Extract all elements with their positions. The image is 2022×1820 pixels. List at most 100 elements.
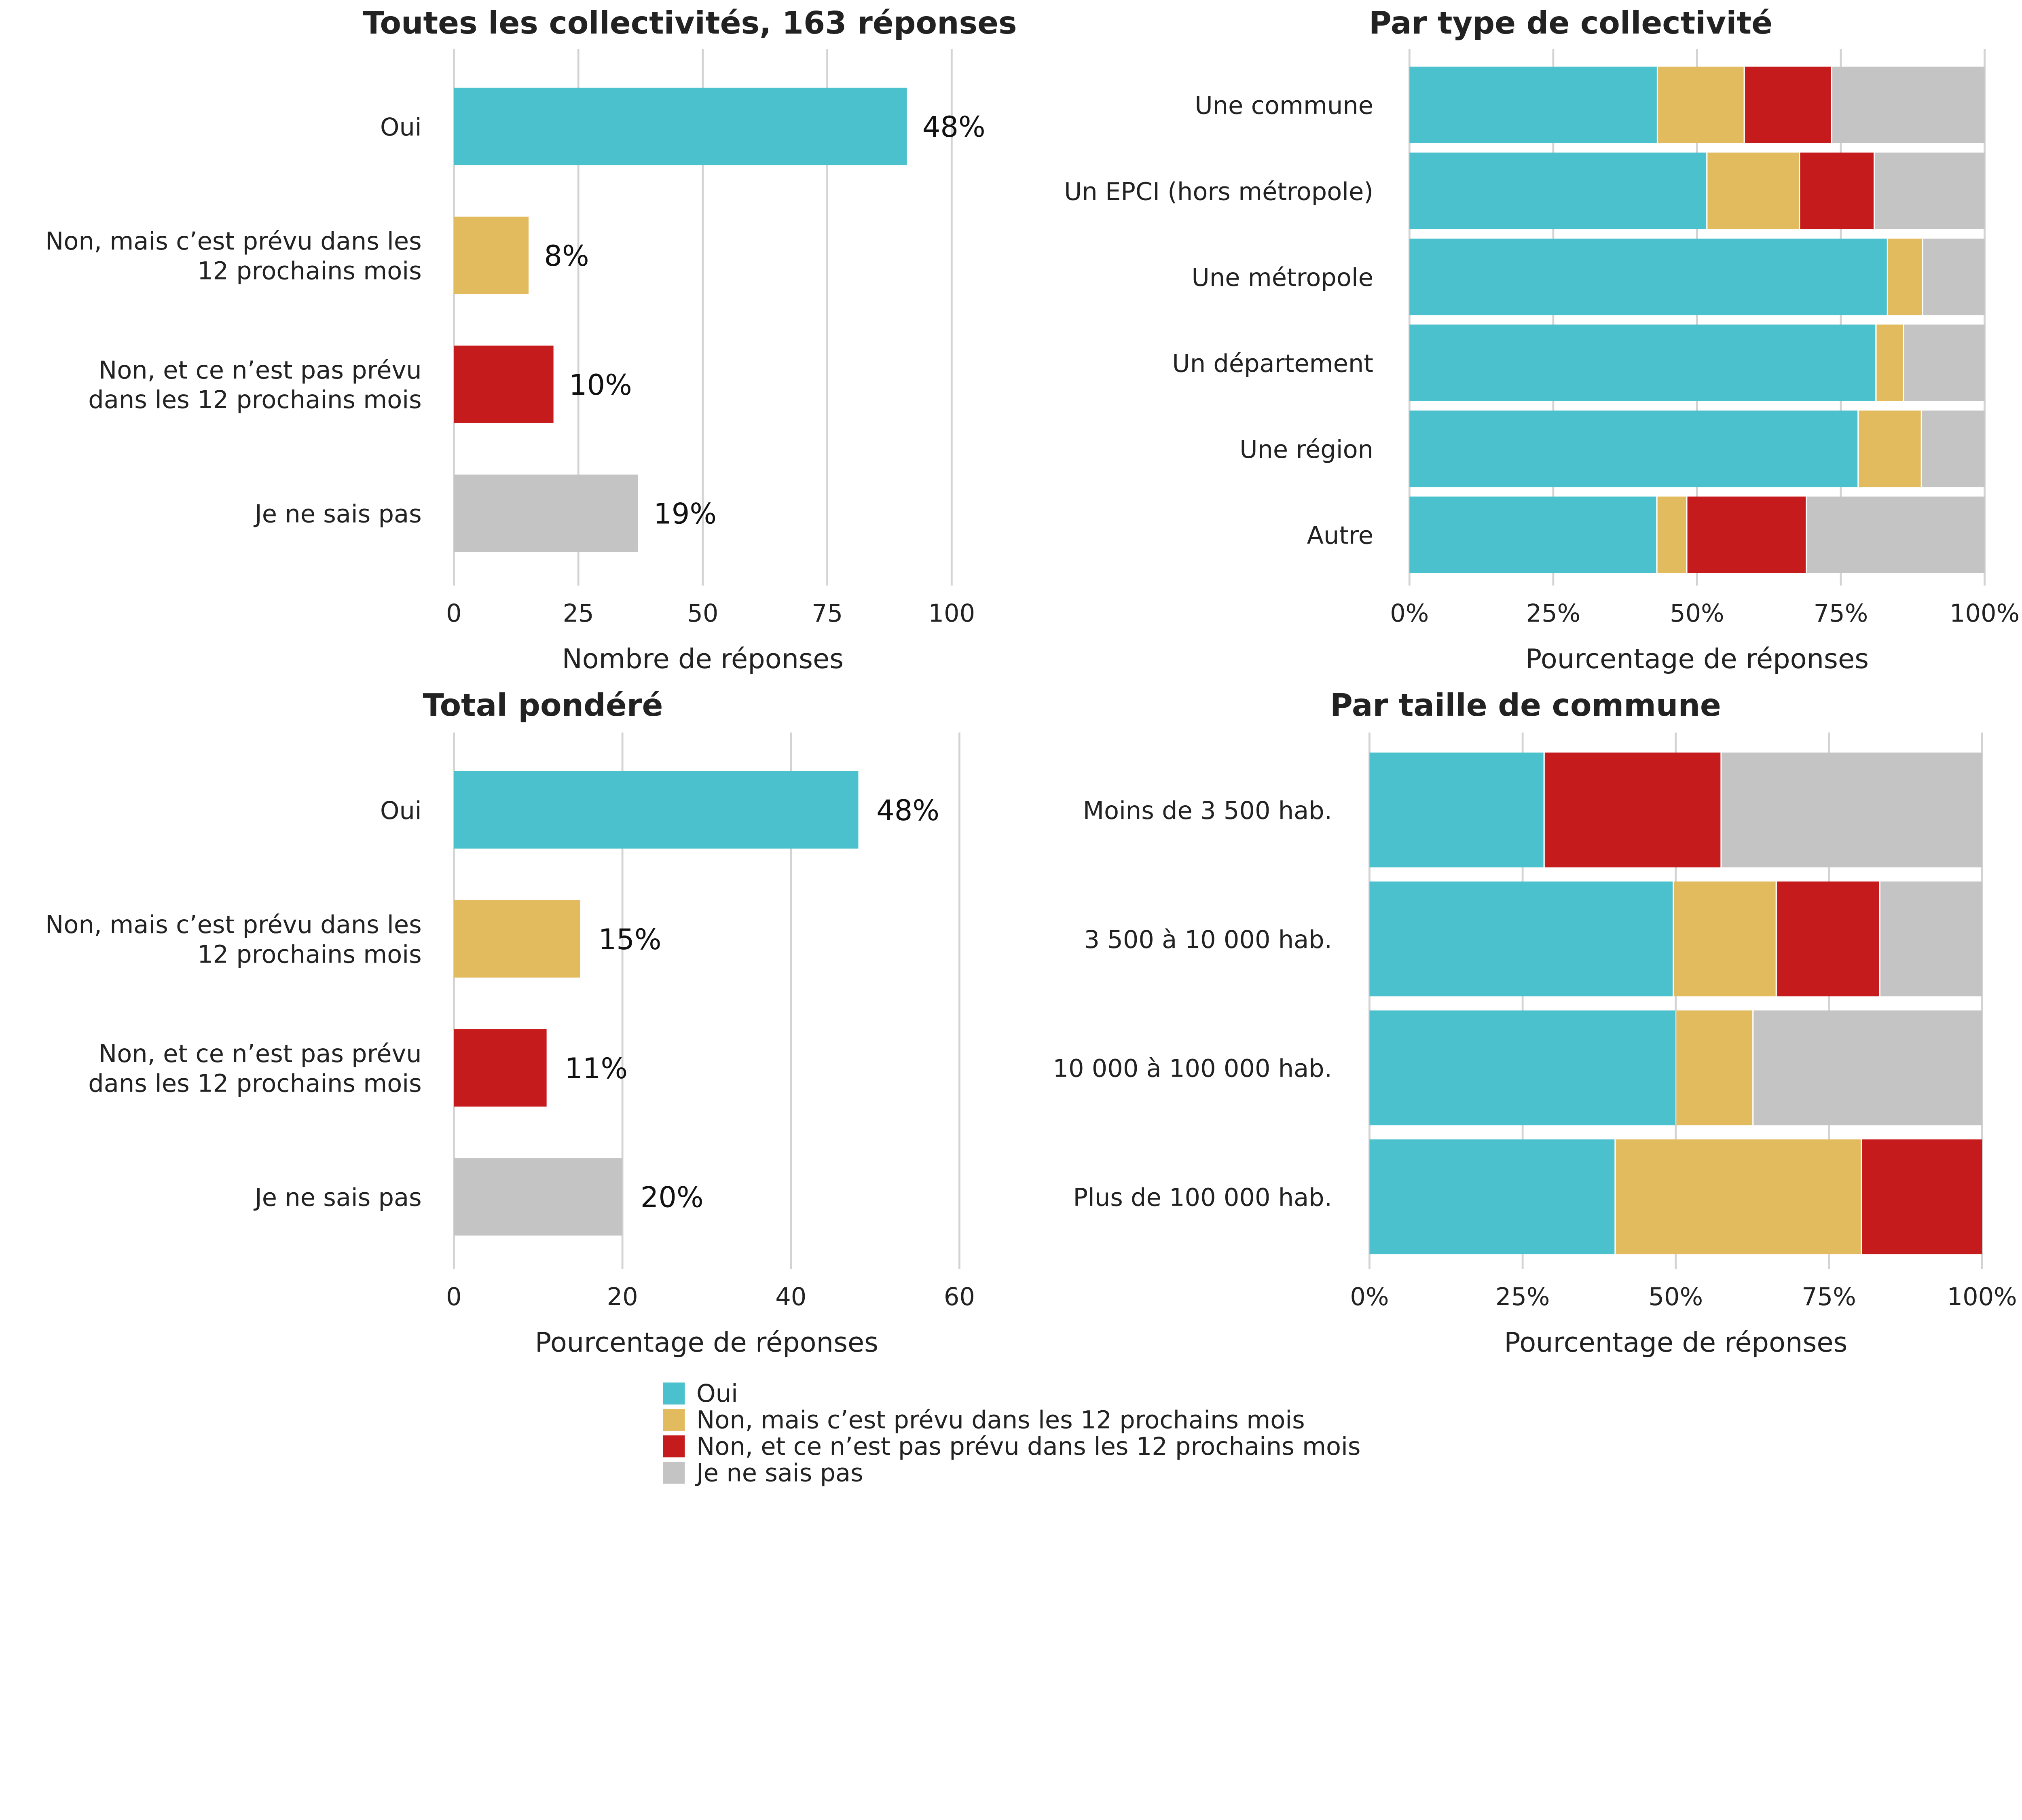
x-tick-label: 75% <box>1802 1283 1856 1311</box>
category-label: Autre <box>1307 522 1373 550</box>
category-label: Non, et ce n’est pas prévu <box>99 1040 422 1068</box>
legend-swatch <box>663 1462 685 1484</box>
category-label: Une région <box>1239 436 1373 464</box>
bar <box>454 900 580 978</box>
x-tick-label: 25% <box>1495 1283 1550 1311</box>
bar-segment <box>1800 152 1874 229</box>
data-label: 8% <box>544 239 589 273</box>
chart-title: Total pondéré <box>423 688 663 724</box>
bar-segment <box>1369 881 1673 997</box>
legend-label: Oui <box>696 1380 738 1408</box>
chart-title: Par type de collectivité <box>1369 5 1772 41</box>
legend-label: Non, et ce n’est pas prévu dans les 12 p… <box>696 1433 1361 1461</box>
bar-segment <box>1676 1010 1753 1126</box>
x-axis-label: Pourcentage de réponses <box>1504 1327 1847 1358</box>
x-tick-label: 60 <box>944 1283 975 1311</box>
bar-segment <box>1862 1139 1982 1255</box>
x-tick-label: 75 <box>812 599 843 628</box>
x-tick-label: 50% <box>1648 1283 1703 1311</box>
bar-segment <box>1922 411 1985 487</box>
bar-segment <box>1657 496 1686 573</box>
legend-label: Non, mais c’est prévu dans les 12 procha… <box>696 1406 1305 1435</box>
bar-segment <box>1674 881 1776 997</box>
x-tick-label: 25 <box>563 599 594 628</box>
category-label: 3 500 à 10 000 hab. <box>1084 926 1332 954</box>
bar-segment <box>1876 324 1903 401</box>
x-axis-label: Pourcentage de réponses <box>535 1327 878 1358</box>
bar-segment <box>1923 238 1985 315</box>
bar-segment <box>1409 496 1656 573</box>
legend-swatch <box>663 1382 685 1405</box>
bar-segment <box>1409 238 1887 315</box>
chart-panel-3: Par taille de commune 0% 25% 50% 75% 100% Pour… <box>1053 688 2017 1358</box>
bar <box>454 1158 623 1236</box>
bar-segment <box>1875 152 1985 229</box>
x-tick-label: 25% <box>1526 599 1581 628</box>
bar-segment <box>1807 496 1985 573</box>
category-label: 12 prochains mois <box>197 257 422 285</box>
bar-segment <box>1616 1139 1861 1255</box>
bar <box>454 216 529 294</box>
x-tick-label: 50 <box>687 599 718 628</box>
chart-title: Par taille de commune <box>1330 688 1721 724</box>
category-label: Je ne sais pas <box>253 500 422 528</box>
bar-segment <box>1658 66 1744 143</box>
chart-panel-0: Toutes les collectivités, 163 réponses 0 2… <box>45 5 1017 675</box>
category-label: Une métropole <box>1191 264 1373 292</box>
category-label: Oui <box>380 797 422 825</box>
bar-segment <box>1544 752 1721 868</box>
data-label: 20% <box>641 1181 704 1214</box>
data-label: 48% <box>922 110 986 144</box>
bar-segment <box>1859 411 1921 487</box>
x-axis-label: Pourcentage de réponses <box>1525 643 1869 675</box>
category-label: Une commune <box>1195 92 1373 120</box>
category-label: Non, mais c’est prévu dans les <box>45 227 422 256</box>
category-label: Je ne sais pas <box>253 1184 422 1212</box>
legend-swatch <box>663 1409 685 1431</box>
category-label: Plus de 100 000 hab. <box>1073 1184 1332 1212</box>
data-label: 19% <box>654 497 717 531</box>
bar-segment <box>1409 324 1876 401</box>
category-label: 10 000 à 100 000 hab. <box>1053 1055 1332 1083</box>
x-axis-label: Nombre de réponses <box>562 643 844 675</box>
data-label: 15% <box>599 923 662 956</box>
bar-segment <box>1369 752 1544 868</box>
bar-segment <box>1832 66 1985 143</box>
x-tick-label: 0 <box>446 1283 462 1311</box>
chart-panel-1: Par type de collectivité 0% 25% 50% 75% 100% P… <box>1064 5 2020 675</box>
data-label: 48% <box>876 794 939 827</box>
bar-segment <box>1409 66 1657 143</box>
category-label: Non, mais c’est prévu dans les <box>45 911 422 939</box>
bar-segment <box>1369 1139 1615 1255</box>
x-tick-label: 75% <box>1814 599 1868 628</box>
bar-segment <box>1753 1010 1982 1126</box>
x-tick-label: 20 <box>607 1283 638 1311</box>
bar-segment <box>1687 496 1806 573</box>
chart-panel-2: Total pondéré 0 20 40 60 Pourcentage de répon… <box>45 688 975 1358</box>
bar <box>454 474 638 552</box>
x-tick-label: 100% <box>1947 1283 2017 1311</box>
bar-segment <box>1409 411 1858 487</box>
category-label: Moins de 3 500 hab. <box>1083 797 1332 825</box>
figure: Toutes les collectivités, 163 réponses 0 2… <box>45 5 2020 1487</box>
category-label: dans les 12 prochains mois <box>88 1069 421 1098</box>
bar <box>454 1029 547 1107</box>
category-label: Non, et ce n’est pas prévu <box>99 356 422 385</box>
bar-segment <box>1722 752 1982 868</box>
category-label: dans les 12 prochains mois <box>88 386 421 414</box>
chart-title: Toutes les collectivités, 163 réponses <box>363 5 1017 41</box>
bar-segment <box>1777 881 1879 997</box>
category-label: Un EPCI (hors métropole) <box>1064 178 1373 206</box>
bar <box>454 345 554 423</box>
x-tick-label: 50% <box>1670 599 1724 628</box>
bar-segment <box>1904 324 1985 401</box>
bar-segment <box>1880 881 1982 997</box>
legend-label: Je ne sais pas <box>695 1459 863 1487</box>
x-tick-label: 0% <box>1390 599 1429 628</box>
category-label: 12 prochains mois <box>197 940 422 969</box>
x-tick-label: 0% <box>1350 1283 1389 1311</box>
category-label: Oui <box>380 113 422 142</box>
x-tick-label: 100% <box>1950 599 2020 628</box>
x-tick-label: 100 <box>929 599 975 628</box>
